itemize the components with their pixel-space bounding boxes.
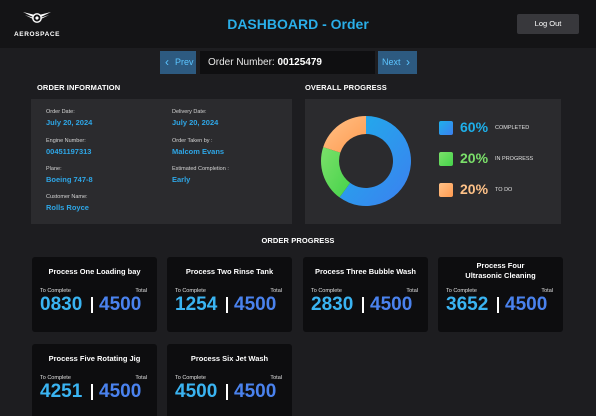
engine-number-label: Engine Number: (46, 138, 86, 144)
process-card: Process One Loading bay To Complete Total 0… (32, 257, 157, 332)
order-taken-by-label: Order Taken by : (172, 138, 213, 144)
total-value: 4500 (99, 294, 142, 315)
to-complete-label: To Complete (40, 288, 71, 294)
process-name: Process Five Rotating Jig (48, 354, 141, 363)
order-progress-title: ORDER PROGRESS (261, 236, 335, 245)
next-label: Next (382, 57, 401, 67)
total-value: 4500 (505, 294, 548, 315)
completed-segment (339, 116, 411, 206)
in-progress-percent: 20% (460, 150, 489, 166)
total-value: 4500 (370, 294, 413, 315)
to-complete-value: 2830 (311, 294, 354, 315)
page-title: DASHBOARD - Order (227, 16, 369, 32)
order-date-field: Order Date: July 20, 2024 (46, 109, 92, 127)
order-number-label: Order Number: (208, 57, 275, 68)
completed-swatch (439, 121, 453, 135)
top-header: AEROSPACE DASHBOARD - Order Log Out (0, 0, 596, 48)
to-complete-value: 1254 (175, 294, 218, 315)
order-taken-by-field: Order Taken by : Malcom Evans (172, 138, 224, 156)
customer-name-value: Rolls Royce (46, 203, 89, 212)
in-progress-label: IN PROGRESS (495, 156, 534, 162)
process-name: Process Four Ultrasonic Cleaning (465, 261, 536, 280)
total-label: Total (270, 375, 282, 381)
process-name: Process One Loading bay (48, 267, 141, 276)
order-number-display: Order Number: 00125479 (200, 51, 375, 74)
in-progress-swatch (439, 152, 453, 166)
total-label: Total (270, 288, 282, 294)
logo-text: AEROSPACE (14, 31, 61, 38)
plane-field: Plane: Boeing 747-8 (46, 166, 93, 184)
to-complete-label: To Complete (446, 288, 477, 294)
value-separator (362, 297, 364, 313)
order-information-title: ORDER INFORMATION (37, 83, 121, 92)
to-do-swatch (439, 183, 453, 197)
value-separator (226, 297, 228, 313)
to-do-percent: 20% (460, 181, 489, 197)
process-card: Process Four Ultrasonic Cleaning To Compl… (438, 257, 563, 332)
to-do-label: TO DO (495, 187, 513, 193)
to-complete-value: 0830 (40, 294, 83, 315)
progress-donut-chart (321, 116, 411, 206)
engine-number-field: Engine Number: 00451197313 (46, 138, 91, 156)
logout-button[interactable]: Log Out (517, 14, 579, 34)
process-name: Process Six Jet Wash (190, 354, 269, 363)
value-separator (91, 297, 93, 313)
to-complete-label: To Complete (175, 375, 206, 381)
chevron-right-icon: › (406, 55, 410, 69)
engine-number-value: 00451197313 (46, 147, 92, 156)
overall-progress-panel: 60% COMPLETED 20% IN PROGRESS 20% TO DO (305, 99, 561, 224)
wing-logo-icon (23, 12, 51, 23)
process-name: Process Two Rinse Tank (185, 267, 274, 276)
order-date-label: Order Date: (46, 109, 75, 115)
process-card: Process Three Bubble Wash To Complete Tota… (303, 257, 428, 332)
to-do-segment (323, 116, 366, 153)
to-complete-value: 4500 (175, 381, 218, 402)
process-name: Process Three Bubble Wash (314, 267, 416, 276)
total-value: 4500 (234, 294, 277, 315)
to-complete-value: 4251 (40, 381, 83, 402)
order-number-value: 00125479 (277, 57, 322, 68)
estimated-completion-label: Estimated Completion : (172, 166, 229, 172)
total-value: 4500 (234, 381, 277, 402)
delivery-date-field: Delivery Date: July 20, 2024 (172, 109, 218, 127)
order-date-value: July 20, 2024 (46, 118, 93, 127)
completed-label: COMPLETED (495, 125, 530, 131)
customer-name-field: Customer Name: Rolls Royce (46, 194, 89, 212)
chevron-left-icon: ‹ (165, 55, 169, 69)
value-separator (91, 384, 93, 400)
total-label: Total (135, 288, 147, 294)
order-information-panel: Order Date: July 20, 2024 Delivery Date:… (31, 99, 292, 224)
completed-percent: 60% (460, 119, 489, 135)
process-card: Process Five Rotating Jig To Complete Tota… (32, 344, 157, 416)
prev-button[interactable]: ‹ Prev (160, 51, 196, 74)
estimated-completion-field: Estimated Completion : Early (172, 166, 229, 184)
total-label: Total (406, 288, 418, 294)
plane-value: Boeing 747-8 (46, 175, 93, 184)
aerospace-logo: AEROSPACE (14, 9, 60, 41)
estimated-completion-value: Early (172, 175, 191, 184)
process-card: Process Two Rinse Tank To Complete Total 12… (167, 257, 292, 332)
prev-label: Prev (175, 57, 194, 67)
to-complete-label: To Complete (311, 288, 342, 294)
delivery-date-value: July 20, 2024 (172, 118, 219, 127)
total-label: Total (541, 288, 553, 294)
overall-progress-title: OVERALL PROGRESS (305, 83, 387, 92)
plane-label: Plane: (46, 166, 62, 172)
to-complete-label: To Complete (175, 288, 206, 294)
total-value: 4500 (99, 381, 142, 402)
next-button[interactable]: Next › (378, 51, 417, 74)
to-complete-value: 3652 (446, 294, 489, 315)
value-separator (497, 297, 499, 313)
delivery-date-label: Delivery Date: (172, 109, 207, 115)
order-taken-by-value: Malcom Evans (172, 147, 225, 156)
in-progress-segment (321, 147, 351, 198)
total-label: Total (135, 375, 147, 381)
value-separator (226, 384, 228, 400)
customer-name-label: Customer Name: (46, 194, 88, 200)
to-complete-label: To Complete (40, 375, 71, 381)
process-card: Process Six Jet Wash To Complete Total 4500… (167, 344, 292, 416)
